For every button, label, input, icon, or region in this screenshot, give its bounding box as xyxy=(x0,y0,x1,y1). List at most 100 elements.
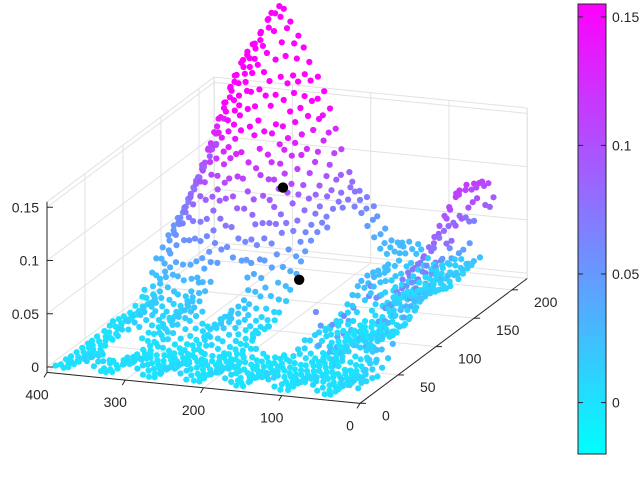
z-tick-label: 0.1 xyxy=(20,253,40,269)
data-point xyxy=(261,257,268,264)
data-point xyxy=(166,296,173,303)
data-point xyxy=(370,273,378,281)
data-point xyxy=(361,318,369,325)
y-tick-label: 50 xyxy=(420,379,436,395)
data-point xyxy=(344,309,351,316)
data-point xyxy=(281,373,288,380)
data-point xyxy=(297,104,304,112)
data-point xyxy=(268,240,275,247)
data-point xyxy=(214,335,221,342)
data-point xyxy=(302,248,309,255)
data-point xyxy=(188,372,195,379)
data-point xyxy=(233,350,241,358)
data-point xyxy=(307,77,314,84)
data-point xyxy=(143,294,150,301)
data-point xyxy=(485,180,492,187)
data-point xyxy=(279,123,286,130)
data-point xyxy=(363,378,370,385)
data-point xyxy=(424,255,431,262)
data-point xyxy=(349,302,356,309)
data-point xyxy=(181,237,188,244)
data-point xyxy=(139,335,146,342)
data-point xyxy=(191,186,198,193)
data-point xyxy=(339,353,346,360)
data-point xyxy=(264,317,271,324)
data-point xyxy=(246,55,253,62)
data-point xyxy=(246,378,254,385)
data-point xyxy=(175,313,182,320)
data-point xyxy=(118,326,126,333)
data-point xyxy=(413,304,420,311)
data-point xyxy=(284,80,291,87)
data-point xyxy=(248,259,255,267)
data-point xyxy=(282,52,289,60)
data-point xyxy=(317,322,324,329)
data-point xyxy=(202,196,209,203)
colorbar-gradient xyxy=(577,3,607,455)
data-point xyxy=(109,336,116,343)
data-point xyxy=(356,196,364,204)
data-point xyxy=(312,158,319,166)
data-point xyxy=(312,210,319,217)
data-point xyxy=(199,279,206,286)
data-point xyxy=(347,184,354,191)
data-point xyxy=(455,250,462,257)
data-point xyxy=(237,340,244,347)
data-point xyxy=(141,286,148,293)
data-point xyxy=(70,361,78,368)
data-point xyxy=(197,218,204,225)
data-point xyxy=(136,323,143,331)
data-point xyxy=(193,364,200,371)
data-point xyxy=(237,127,245,134)
data-point xyxy=(240,63,247,71)
data-point xyxy=(251,103,259,110)
data-point xyxy=(320,137,327,144)
data-point xyxy=(164,336,171,343)
data-point xyxy=(361,284,368,291)
data-point xyxy=(182,326,189,333)
data-point xyxy=(262,92,269,99)
data-point xyxy=(402,250,409,257)
data-point xyxy=(90,346,97,353)
data-point xyxy=(240,297,248,304)
data-point xyxy=(160,336,167,343)
data-point xyxy=(276,309,283,316)
data-point xyxy=(174,321,181,328)
data-point xyxy=(333,176,340,183)
data-point xyxy=(185,303,192,310)
data-point xyxy=(337,318,344,325)
data-point xyxy=(344,301,351,308)
data-point xyxy=(377,245,384,252)
data-point xyxy=(214,186,221,193)
data-point xyxy=(370,203,377,210)
data-point xyxy=(170,330,177,337)
data-point xyxy=(199,308,206,315)
data-point xyxy=(490,194,497,201)
data-point xyxy=(430,240,437,247)
grid-line xyxy=(124,254,293,381)
data-point xyxy=(265,376,272,383)
data-point xyxy=(403,263,410,270)
data-point xyxy=(187,365,194,373)
data-point xyxy=(214,172,221,179)
data-point xyxy=(288,373,295,380)
data-point xyxy=(290,89,298,97)
data-point xyxy=(250,334,257,341)
data-point xyxy=(302,362,309,369)
data-point xyxy=(258,314,265,321)
data-point xyxy=(326,105,334,112)
data-point xyxy=(252,45,259,52)
x-tick-label: 200 xyxy=(182,402,206,418)
data-point xyxy=(182,315,189,322)
data-point xyxy=(272,10,279,17)
data-point xyxy=(244,274,251,281)
data-point xyxy=(329,321,336,328)
data-point xyxy=(227,155,234,162)
data-point xyxy=(109,318,117,325)
data-point xyxy=(338,146,345,153)
data-point xyxy=(190,377,197,384)
data-point xyxy=(273,251,280,258)
data-point xyxy=(427,290,434,297)
data-point xyxy=(244,105,251,113)
data-point xyxy=(214,259,221,266)
